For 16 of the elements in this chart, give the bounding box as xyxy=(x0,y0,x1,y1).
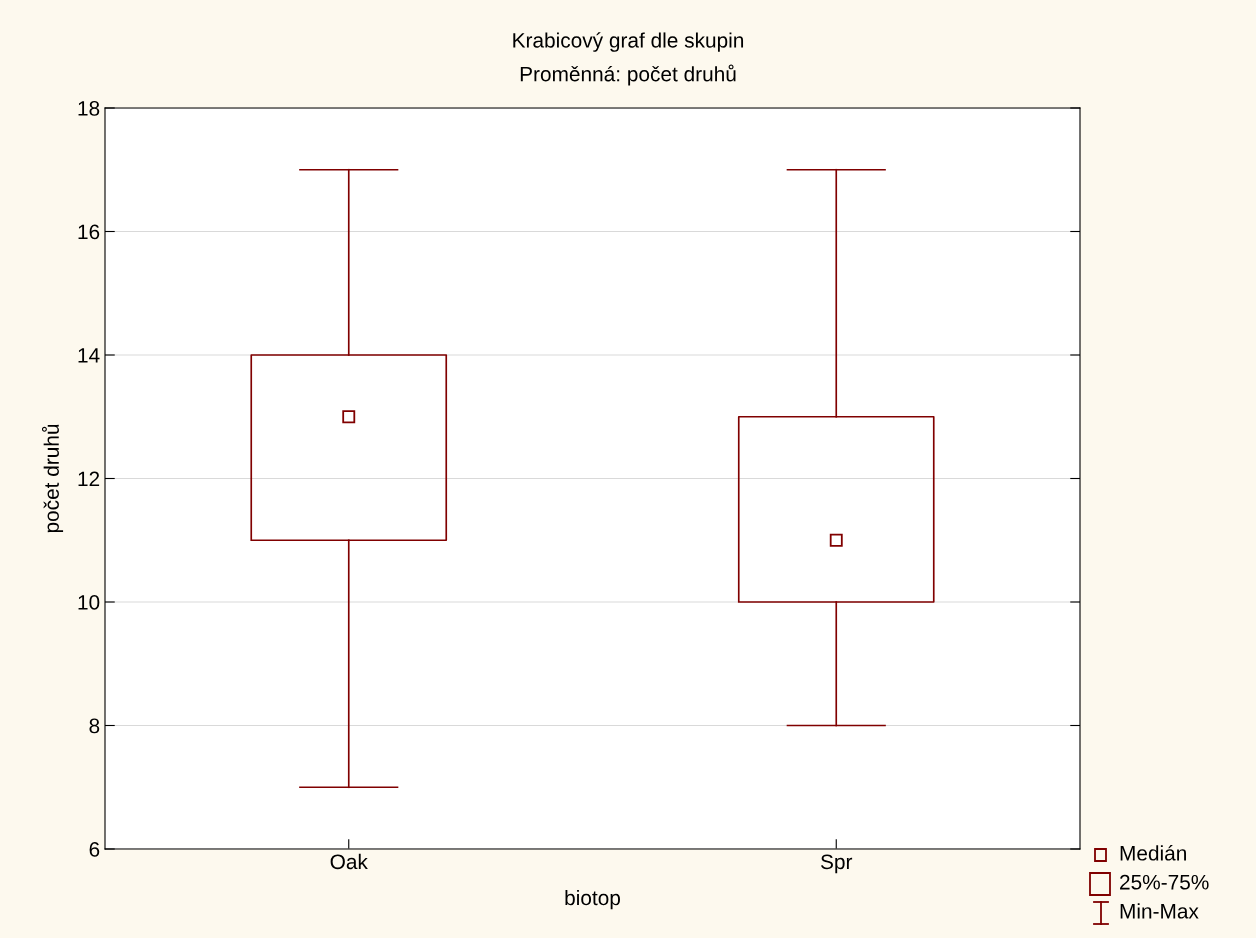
y-tick-label: 8 xyxy=(89,718,100,734)
y-tick-label: 18 xyxy=(78,101,100,116)
chart-title: Krabicový graf dle skupin xyxy=(513,32,744,52)
chart-subtitle: Proměnná: počet druhů xyxy=(520,64,736,86)
x-tick-label: Spr xyxy=(820,854,853,874)
y-tick-label: 6 xyxy=(89,842,100,857)
y-tick-label: 12 xyxy=(78,471,100,487)
x-tick-label: Oak xyxy=(330,853,368,870)
y-axis-title: počet druhů xyxy=(41,424,64,533)
y-tick-label: 14 xyxy=(78,348,100,363)
text: Medián xyxy=(1120,845,1186,861)
text: 25%-75% xyxy=(1120,874,1209,890)
y-tick-label: 10 xyxy=(78,595,100,610)
x-axis-title: biotop xyxy=(565,889,621,910)
y-tick-label: 16 xyxy=(78,224,100,240)
text: Min-Max xyxy=(1120,903,1199,919)
